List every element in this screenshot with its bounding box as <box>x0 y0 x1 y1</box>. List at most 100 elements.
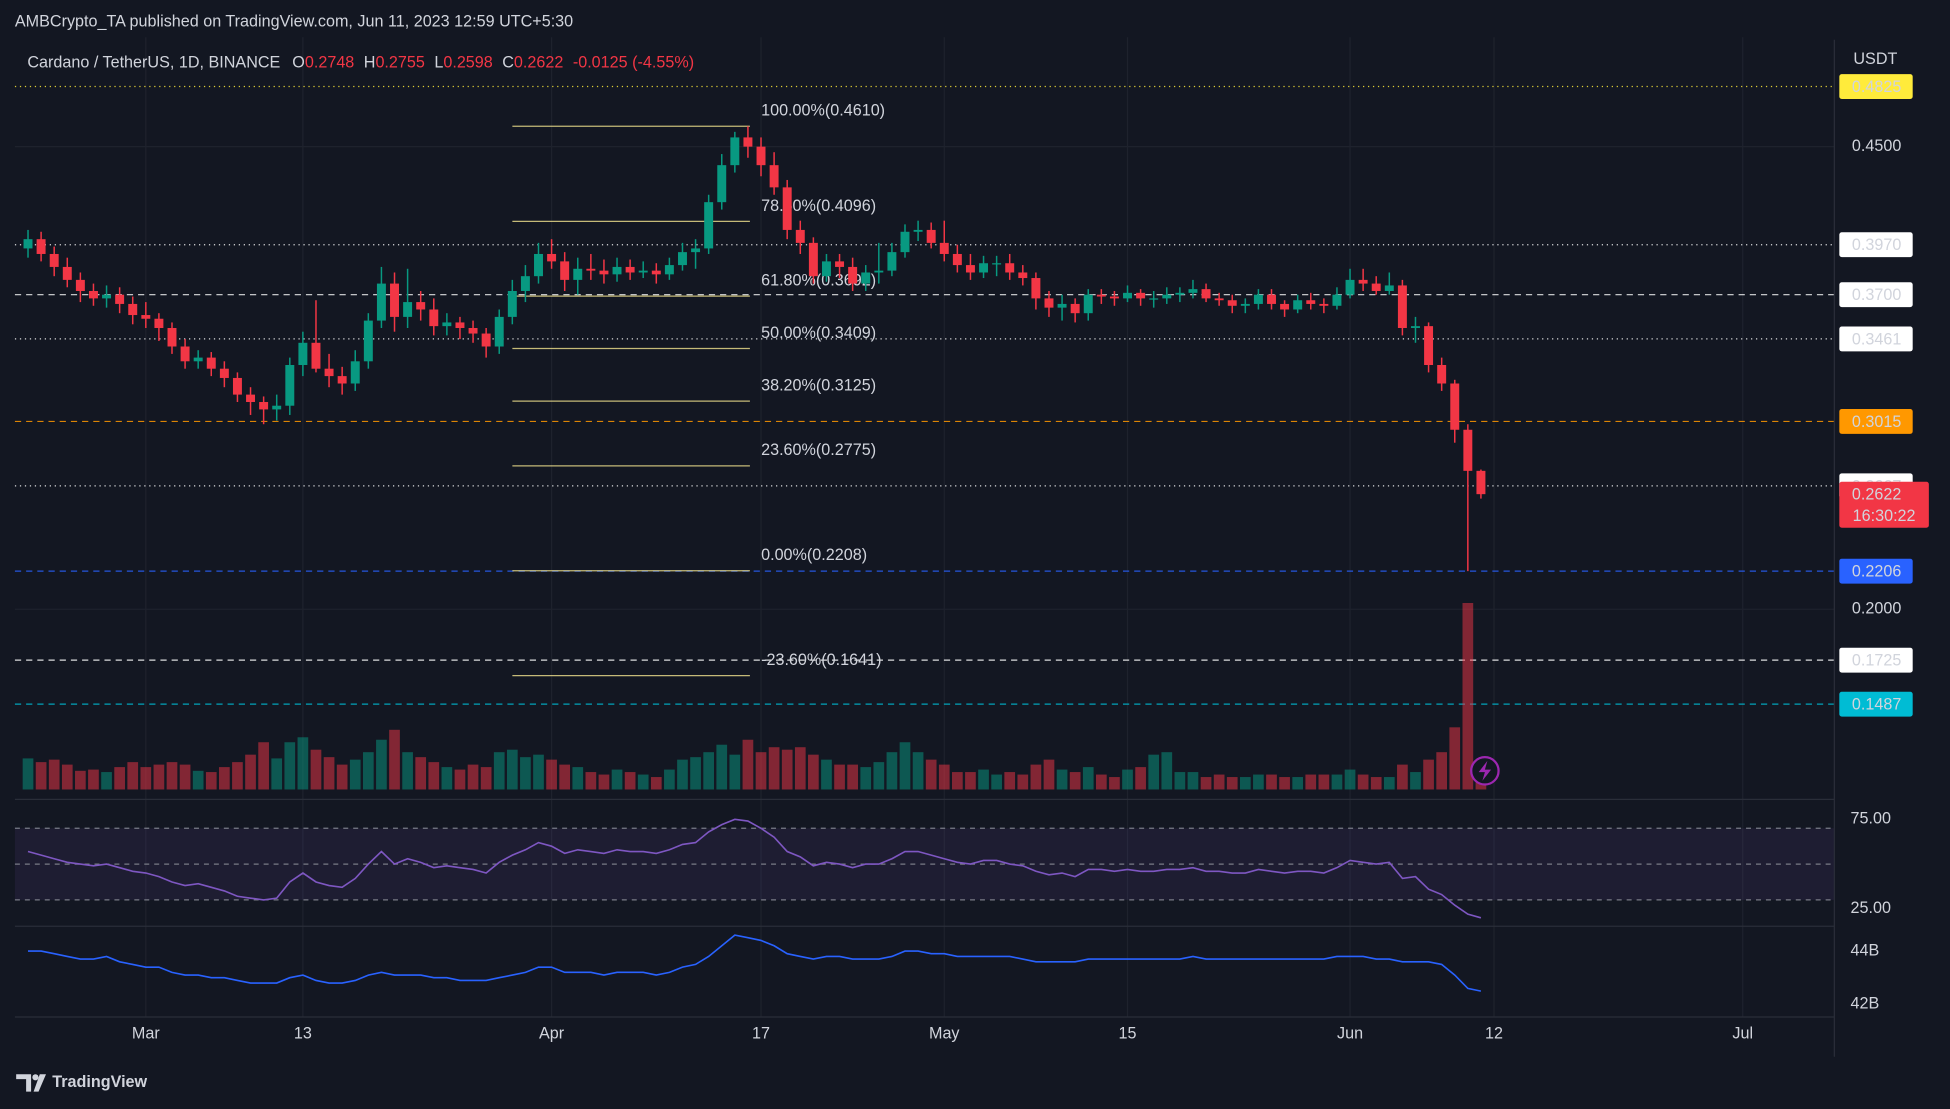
volume-bar <box>1266 774 1277 790</box>
candle-body <box>769 165 779 188</box>
ohlc-value: 0.2755 <box>375 54 424 72</box>
volume-bar <box>1069 772 1081 790</box>
candle-body <box>638 270 648 273</box>
axis-unit: USDT <box>1853 50 1897 68</box>
volume-bar <box>886 752 898 790</box>
candle-body <box>141 315 151 319</box>
volume-bar <box>912 752 924 790</box>
candle-body <box>128 303 138 316</box>
ohlc-letter: L <box>434 54 443 72</box>
candle-body <box>900 231 910 253</box>
volume-bar <box>755 752 767 790</box>
x-tick-label: 17 <box>752 1025 770 1043</box>
volume-bar <box>1122 769 1133 790</box>
volume-bar <box>1174 772 1186 790</box>
volume-bar <box>1200 777 1212 790</box>
y-tick-label: 0.2000 <box>1852 600 1901 618</box>
candle-body <box>1188 289 1198 293</box>
candle-body <box>272 405 282 410</box>
volume-bar <box>847 764 858 790</box>
candle-body <box>586 268 596 271</box>
publisher-header: AMBCrypto_TA published on TradingView.co… <box>15 13 573 31</box>
price-label-box <box>1839 326 1913 352</box>
alert-icon[interactable] <box>1470 756 1500 786</box>
volume-bar <box>1305 774 1317 790</box>
candle-body <box>1123 292 1132 299</box>
volume-bar <box>1213 774 1225 790</box>
volume-bar <box>88 769 99 790</box>
candle-body <box>311 342 321 369</box>
volume-bar <box>1383 777 1395 790</box>
volume-bar <box>978 769 989 790</box>
candle-body <box>88 290 98 299</box>
x-tick-label: 15 <box>1119 1025 1137 1043</box>
volume-bar <box>1436 752 1448 790</box>
fib-label: 100.00%(0.4610) <box>761 102 885 120</box>
candle-body <box>1240 303 1250 306</box>
fib-label: 61.80%(0.3692) <box>761 272 876 290</box>
candle-body <box>49 253 59 267</box>
candle-body <box>1253 294 1263 304</box>
candle-body <box>193 357 203 362</box>
price-label: 0.2206 <box>1852 563 1901 581</box>
candle-body <box>1044 298 1054 308</box>
candle-body <box>1345 279 1355 295</box>
candle-body <box>704 202 714 249</box>
volume-bar <box>533 754 544 790</box>
candle-body <box>442 322 452 327</box>
volume-bar <box>677 759 688 790</box>
volume-bar <box>624 772 636 790</box>
volume-bar <box>35 762 47 790</box>
candle-body <box>861 272 871 284</box>
volume-bar <box>232 762 243 790</box>
candle-body <box>664 265 674 275</box>
candle-body <box>573 268 583 280</box>
volume-bar <box>1370 777 1382 790</box>
volume-bar <box>1423 759 1434 790</box>
volume-bar <box>205 772 217 790</box>
volume-bar <box>441 767 453 790</box>
candle-body <box>848 266 858 284</box>
rsi-line <box>27 818 1482 919</box>
candle-body <box>481 333 491 347</box>
candle-body <box>691 248 701 253</box>
price-label-box <box>1839 74 1913 99</box>
candle-body <box>298 342 308 366</box>
candle-body <box>1371 283 1381 291</box>
candle-body <box>1005 263 1015 273</box>
volume-bar <box>611 769 623 790</box>
candle-body <box>1280 303 1290 310</box>
volume-bar <box>428 762 440 790</box>
candle-body <box>625 266 635 273</box>
candle-body <box>992 263 1002 265</box>
candle-body <box>1424 326 1434 366</box>
candle-body <box>808 242 818 277</box>
candle-body <box>651 270 661 275</box>
candle-body <box>1214 298 1224 301</box>
alert-bolt[interactable] <box>1478 760 1492 781</box>
fib-label: 38.20%(0.3125) <box>761 376 876 394</box>
candle-body <box>324 368 334 377</box>
candle-body <box>1293 300 1303 310</box>
candle-body <box>1358 279 1368 284</box>
indicator-layer <box>14 818 1835 992</box>
candle-body <box>1411 326 1420 328</box>
axis-layer: Mar 13 Apr 17 May 15 Jun 12 Jul 0.4500 0.2000 0.482… <box>132 74 1929 1043</box>
volume-bar <box>1292 777 1304 790</box>
candle-body <box>337 376 347 384</box>
candle-body <box>926 229 936 243</box>
volume-bar <box>794 747 806 790</box>
volume-bar <box>179 764 191 790</box>
candle-body <box>75 279 85 291</box>
volume-bar <box>362 752 374 790</box>
volume-bar <box>61 764 73 790</box>
candle-body <box>1201 289 1211 299</box>
candle-body <box>534 253 543 277</box>
volume-bar <box>415 757 427 790</box>
current-price-box <box>1839 481 1929 528</box>
candle-body <box>1476 470 1486 495</box>
candle-body <box>102 294 112 299</box>
candle-body <box>180 346 190 362</box>
volume-bar <box>1449 727 1461 790</box>
